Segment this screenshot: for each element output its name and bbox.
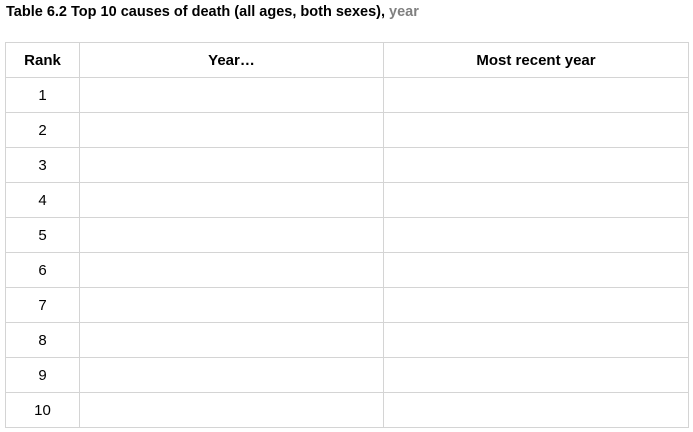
year-cell[interactable] bbox=[79, 147, 384, 183]
year-cell[interactable] bbox=[79, 77, 384, 113]
rank-cell: 8 bbox=[5, 322, 80, 358]
table-row: 7 bbox=[5, 287, 689, 323]
rank-cell: 1 bbox=[5, 77, 80, 113]
table-row: 1 bbox=[5, 77, 689, 113]
recent-year-cell[interactable] bbox=[383, 252, 689, 288]
year-cell[interactable] bbox=[79, 252, 384, 288]
table-row: 5 bbox=[5, 217, 689, 253]
year-cell[interactable] bbox=[79, 217, 384, 253]
rank-cell: 5 bbox=[5, 217, 80, 253]
table-row: 9 bbox=[5, 357, 689, 393]
header-rank: Rank bbox=[5, 42, 80, 78]
table-row: 6 bbox=[5, 252, 689, 288]
rank-cell: 10 bbox=[5, 392, 80, 428]
rank-cell: 9 bbox=[5, 357, 80, 393]
recent-year-cell[interactable] bbox=[383, 182, 689, 218]
recent-year-cell[interactable] bbox=[383, 112, 689, 148]
year-cell[interactable] bbox=[79, 392, 384, 428]
recent-year-cell[interactable] bbox=[383, 217, 689, 253]
rank-cell: 3 bbox=[5, 147, 80, 183]
year-cell[interactable] bbox=[79, 322, 384, 358]
recent-year-cell[interactable] bbox=[383, 392, 689, 428]
header-most-recent-year: Most recent year bbox=[383, 42, 689, 78]
table-caption: Table 6.2 Top 10 causes of death (all ag… bbox=[6, 4, 419, 20]
table-row: 2 bbox=[5, 112, 689, 148]
header-year: Year… bbox=[79, 42, 384, 78]
recent-year-cell[interactable] bbox=[383, 357, 689, 393]
year-cell[interactable] bbox=[79, 357, 384, 393]
rank-cell: 2 bbox=[5, 112, 80, 148]
recent-year-cell[interactable] bbox=[383, 287, 689, 323]
year-cell[interactable] bbox=[79, 112, 384, 148]
table-row: 4 bbox=[5, 182, 689, 218]
caption-main: Table 6.2 Top 10 causes of death (all ag… bbox=[6, 4, 390, 20]
causes-of-death-table: Rank Year… Most recent year 1 2 3 4 5 bbox=[5, 42, 689, 428]
recent-year-cell[interactable] bbox=[383, 322, 689, 358]
table-row: 8 bbox=[5, 322, 689, 358]
caption-year-placeholder: year bbox=[389, 4, 419, 20]
table-header-row: Rank Year… Most recent year bbox=[5, 42, 689, 78]
rank-cell: 7 bbox=[5, 287, 80, 323]
recent-year-cell[interactable] bbox=[383, 77, 689, 113]
year-cell[interactable] bbox=[79, 182, 384, 218]
table-row: 3 bbox=[5, 147, 689, 183]
table-row: 10 bbox=[5, 392, 689, 428]
rank-cell: 6 bbox=[5, 252, 80, 288]
rank-cell: 4 bbox=[5, 182, 80, 218]
recent-year-cell[interactable] bbox=[383, 147, 689, 183]
year-cell[interactable] bbox=[79, 287, 384, 323]
